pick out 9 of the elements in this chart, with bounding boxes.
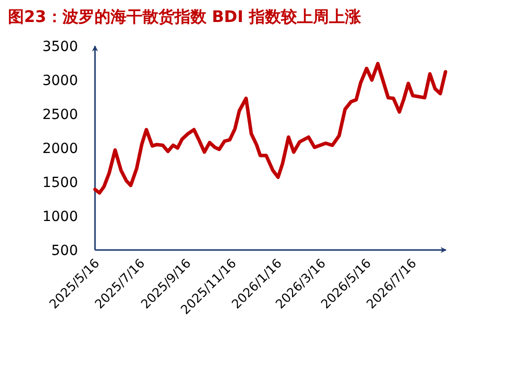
y-tick-label: 3500 (42, 39, 78, 55)
y-tick-label: 500 (51, 243, 78, 259)
chart-title: 图23：波罗的海干散货指数 BDI 指数较上周上涨 (8, 7, 362, 26)
y-tick-label: 2000 (42, 141, 78, 157)
y-tick-label: 2500 (42, 107, 78, 123)
y-tick-label: 1000 (42, 209, 78, 225)
y-tick-label: 3000 (42, 73, 78, 89)
line-series (93, 62, 448, 195)
y-tick-label: 1500 (42, 175, 78, 191)
